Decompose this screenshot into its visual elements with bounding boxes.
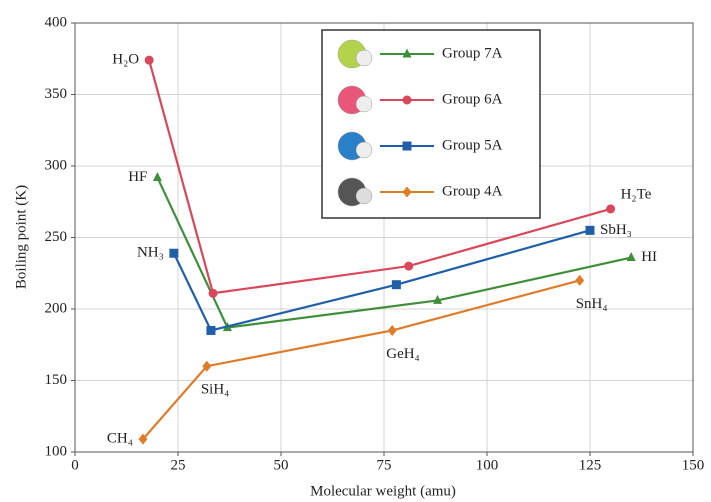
- x-tick-label: 150: [682, 457, 705, 473]
- legend-label: Group 6A: [442, 91, 503, 107]
- marker: [388, 325, 397, 336]
- marker: [606, 204, 615, 213]
- point-label: NH₃: [137, 245, 164, 261]
- marker: [209, 289, 218, 298]
- marker: [145, 56, 154, 65]
- marker: [392, 280, 401, 289]
- marker: [403, 142, 412, 151]
- y-tick-label: 150: [45, 372, 68, 388]
- point-label: HI: [641, 249, 657, 265]
- point-label: SiH₄: [201, 382, 230, 398]
- x-tick-label: 0: [71, 457, 79, 473]
- chart: Molecular weight (amu) Boiling point (K)…: [0, 0, 711, 502]
- point-label: HF: [128, 169, 147, 185]
- legend-label: Group 5A: [442, 137, 503, 153]
- marker: [586, 226, 595, 235]
- molecule-icon: [356, 50, 372, 66]
- y-tick-label: 400: [45, 14, 68, 30]
- marker: [575, 275, 584, 286]
- y-tick-label: 250: [45, 229, 68, 245]
- x-tick-label: 100: [476, 457, 499, 473]
- marker: [153, 172, 162, 181]
- molecule-icon: [356, 142, 372, 158]
- marker: [169, 249, 178, 258]
- marker: [627, 252, 636, 261]
- x-tick-label: 25: [171, 457, 186, 473]
- marker: [206, 326, 215, 335]
- x-tick-label: 50: [274, 457, 289, 473]
- legend-label: Group 4A: [442, 183, 503, 199]
- y-tick-label: 200: [45, 300, 68, 316]
- point-label: CH₄: [107, 431, 133, 447]
- marker: [404, 262, 413, 271]
- x-axis-label: Molecular weight (amu): [310, 483, 456, 499]
- point-label: GeH₄: [386, 346, 420, 362]
- marker: [403, 96, 412, 105]
- molecule-icon: [356, 188, 372, 204]
- molecule-icon: [356, 96, 372, 112]
- x-tick-label: 75: [377, 457, 392, 473]
- y-tick-label: 300: [45, 157, 68, 173]
- y-tick-label: 350: [45, 86, 68, 102]
- x-tick-label: 125: [579, 457, 602, 473]
- point-label: SbH₃: [600, 222, 632, 238]
- point-label: H₂Te: [621, 186, 652, 202]
- legend-label: Group 7A: [442, 45, 503, 61]
- y-tick-label: 100: [45, 443, 68, 459]
- series-line: [143, 280, 580, 439]
- point-label: SnH₄: [576, 296, 608, 312]
- point-label: H₂O: [112, 52, 139, 68]
- y-axis-label: Boiling point (K): [13, 185, 29, 289]
